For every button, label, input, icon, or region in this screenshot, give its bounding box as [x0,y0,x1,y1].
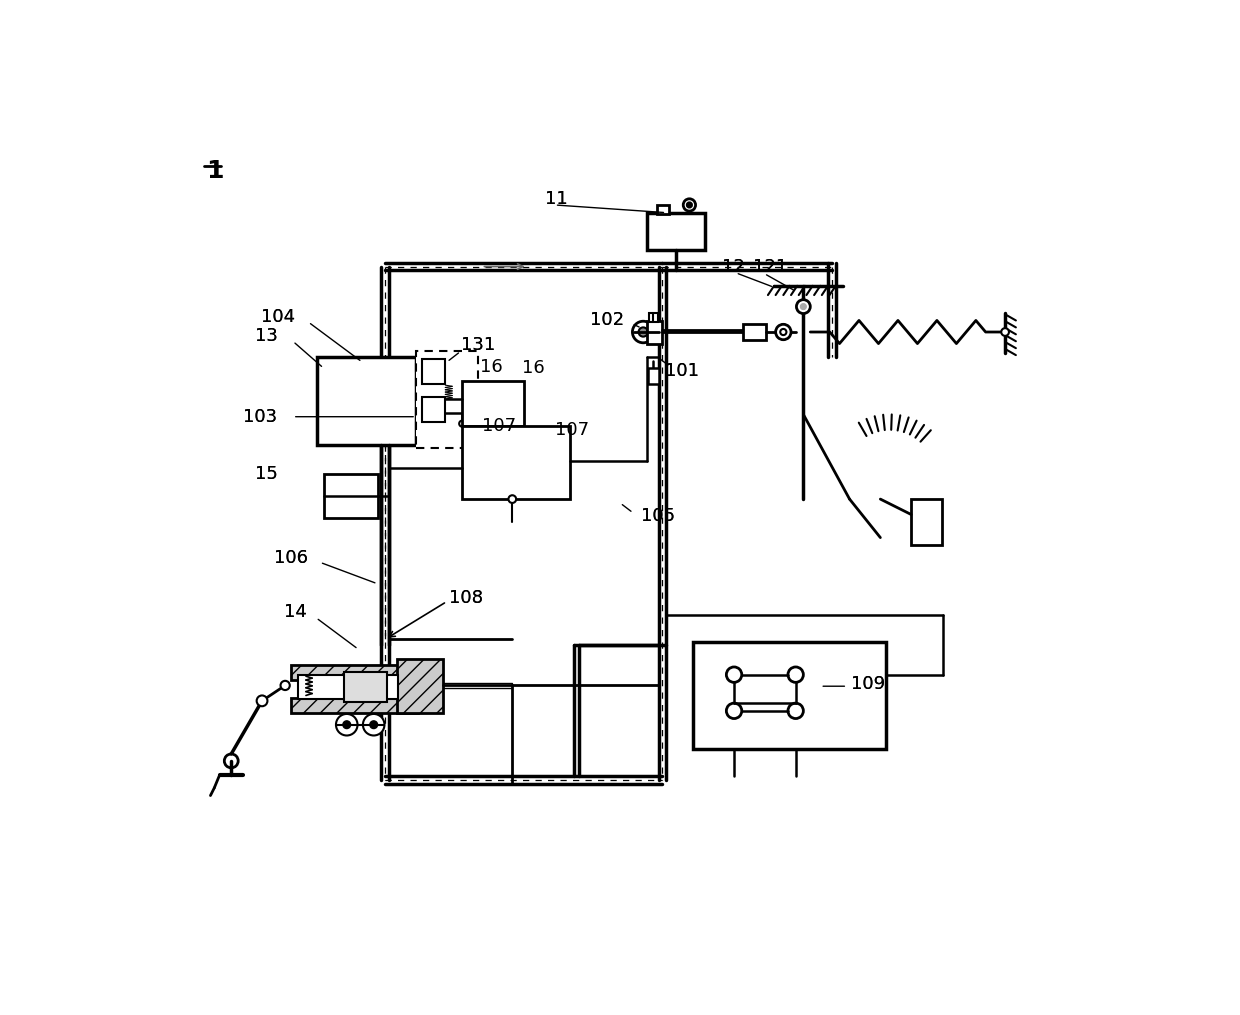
Circle shape [257,695,268,706]
Circle shape [796,299,810,314]
Circle shape [459,420,465,426]
Circle shape [336,714,357,736]
Bar [422,398,445,422]
Text: 1: 1 [207,158,224,183]
Text: 131: 131 [461,336,495,354]
Circle shape [687,203,692,207]
Bar [693,641,885,749]
Bar [649,313,658,322]
Text: 101: 101 [665,361,699,380]
Text: 108: 108 [449,589,484,607]
Text: 121: 121 [753,258,787,275]
Text: 12: 12 [722,258,744,275]
Text: 131: 131 [461,336,495,354]
Text: 121: 121 [753,258,787,275]
Text: 107: 107 [482,417,516,435]
Circle shape [343,721,351,729]
Bar [317,356,417,446]
Text: 14: 14 [284,603,306,621]
Circle shape [508,495,516,503]
Bar [657,205,668,214]
Text: 13: 13 [254,327,278,345]
Bar [743,325,766,340]
Circle shape [801,304,806,309]
Text: 13: 13 [254,327,278,345]
Text: 14: 14 [284,603,306,621]
Text: 105: 105 [641,508,675,525]
Bar [647,213,704,250]
Text: 107: 107 [554,421,589,438]
Circle shape [787,703,804,719]
Text: 109: 109 [851,675,885,693]
Text: 103: 103 [243,408,278,425]
Bar [647,368,658,384]
Circle shape [363,714,384,736]
Circle shape [280,681,290,690]
Circle shape [787,667,804,682]
Bar [397,660,443,714]
Text: 11: 11 [544,190,568,208]
Circle shape [370,721,377,729]
Circle shape [224,754,238,767]
Text: 106: 106 [274,549,309,567]
Text: 102: 102 [590,312,624,330]
Text: 16: 16 [522,359,544,378]
Text: 15: 15 [254,466,278,483]
Bar [647,321,662,344]
Text: 12: 12 [722,258,744,275]
Circle shape [727,703,742,719]
Bar [324,474,377,519]
Text: 108: 108 [449,589,484,607]
Bar [290,665,418,680]
Bar [422,359,445,384]
Text: 106: 106 [274,549,309,567]
Bar [290,697,418,714]
Bar [463,382,523,426]
Text: 109: 109 [851,675,885,693]
Text: 15: 15 [254,466,278,483]
Text: 11: 11 [544,190,568,208]
Bar [911,499,942,545]
Circle shape [683,199,696,211]
Text: 102: 102 [590,312,624,330]
Circle shape [727,667,742,682]
Bar [299,675,398,699]
Circle shape [780,329,786,335]
Text: 16: 16 [480,357,503,376]
Text: 101: 101 [665,361,699,380]
Bar [345,672,387,701]
Circle shape [776,325,791,340]
Text: 103: 103 [243,408,278,425]
Circle shape [632,321,653,343]
Circle shape [1001,328,1009,336]
Bar [417,351,477,448]
Bar [463,426,570,499]
Text: 105: 105 [641,508,675,525]
Text: 104: 104 [262,308,295,326]
Circle shape [639,328,647,337]
Text: 104: 104 [262,308,295,326]
